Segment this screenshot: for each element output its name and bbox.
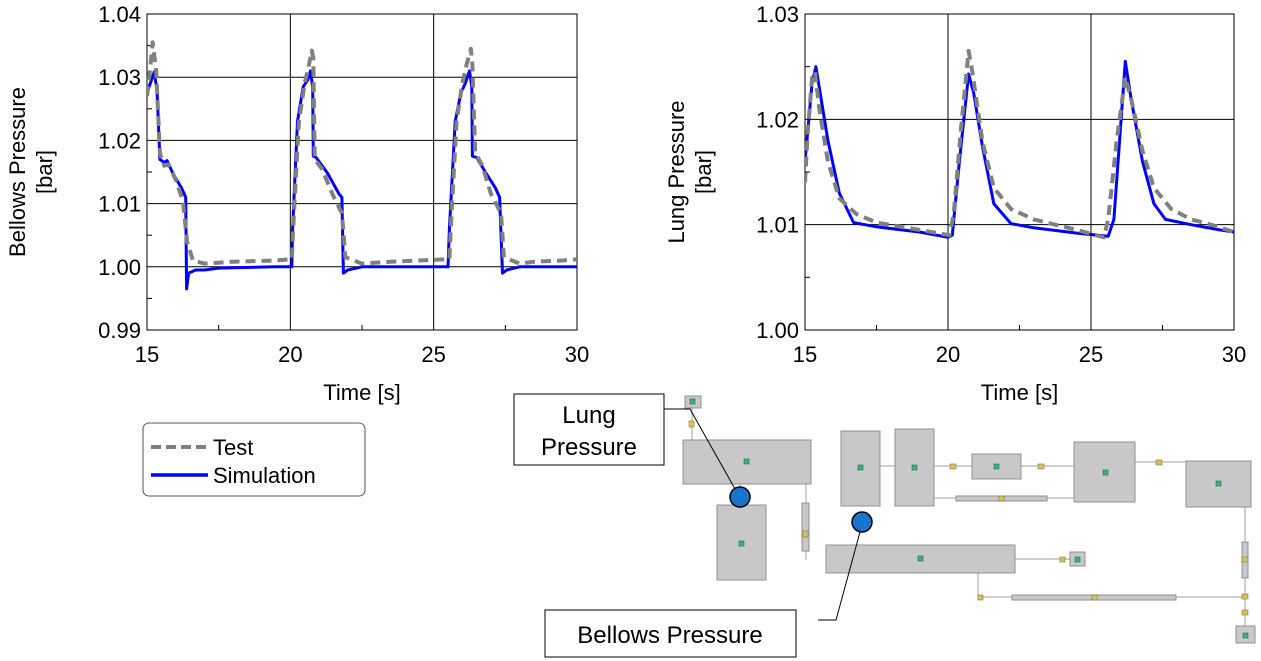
legend-box <box>142 422 366 497</box>
schematic-nodes <box>689 398 1249 639</box>
plot-frame <box>146 13 578 331</box>
x-tick-label: 20 <box>936 342 960 367</box>
bellows-pressure-leader <box>818 531 861 621</box>
y-tick-label: 1.01 <box>756 213 799 238</box>
x-tick-label: 15 <box>793 342 817 367</box>
legend: Test Simulation <box>142 422 366 497</box>
bellows-pressure-marker <box>851 511 873 533</box>
schematic-diagram: Lung Pressure Bellows Pressure <box>513 393 1256 658</box>
y-tick-label: 0.99 <box>98 318 141 343</box>
lung-pressure-marker <box>729 486 751 508</box>
y-tick-label: 1.02 <box>98 128 141 153</box>
y-tick-label: 1.02 <box>756 107 799 132</box>
lung-pressure-callout-box <box>513 393 665 466</box>
x-axis-label: Time [s] <box>323 380 400 405</box>
y-tick-label: 1.03 <box>98 65 141 90</box>
y-axis-label: Lung Pressure[bar] <box>664 100 716 243</box>
lung-pressure-leader <box>664 408 740 497</box>
x-tick-label: 25 <box>421 342 445 367</box>
lung-pressure-callout-line2: Pressure <box>541 434 637 461</box>
lung-pressure-chart: 1.00 1.01 1.02 1.03 15 20 25 30 Time [s] Lung Pre… <box>664 2 1246 405</box>
schematic-valves <box>688 420 1249 616</box>
series-line-simulation <box>147 69 577 291</box>
bellows-pressure-callout-box <box>544 609 797 658</box>
lung-pressure-callout-line1: Lung <box>562 402 615 429</box>
x-tick-label: 20 <box>278 342 302 367</box>
y-tick-label: 1.01 <box>98 192 141 217</box>
bellows-pressure-callout-label: Bellows Pressure <box>577 622 762 649</box>
x-tick-label: 15 <box>135 342 159 367</box>
x-tick-label: 30 <box>1222 342 1246 367</box>
y-tick-label: 1.00 <box>756 318 799 343</box>
legend-test-label: Test <box>213 435 253 460</box>
series-line-test <box>147 40 577 266</box>
x-tick-label: 25 <box>1079 342 1103 367</box>
x-tick-label: 30 <box>565 342 589 367</box>
legend-simulation-label: Simulation <box>213 463 316 488</box>
schematic-blocks <box>682 395 1256 644</box>
y-tick-label: 1.00 <box>98 255 141 280</box>
schematic-block <box>801 502 810 552</box>
y-tick-label: 1.03 <box>756 2 799 27</box>
bellows-pressure-chart: 0.99 1.00 1.01 1.02 1.03 1.04 15 20 25 30 Time [s]… <box>5 2 589 405</box>
y-tick-label: 1.04 <box>98 2 141 27</box>
y-axis-label: Bellows Pressure[bar] <box>5 87 57 257</box>
series-line-test <box>805 48 1234 240</box>
x-axis-label: Time [s] <box>981 380 1058 405</box>
plot-frame <box>804 13 1235 331</box>
